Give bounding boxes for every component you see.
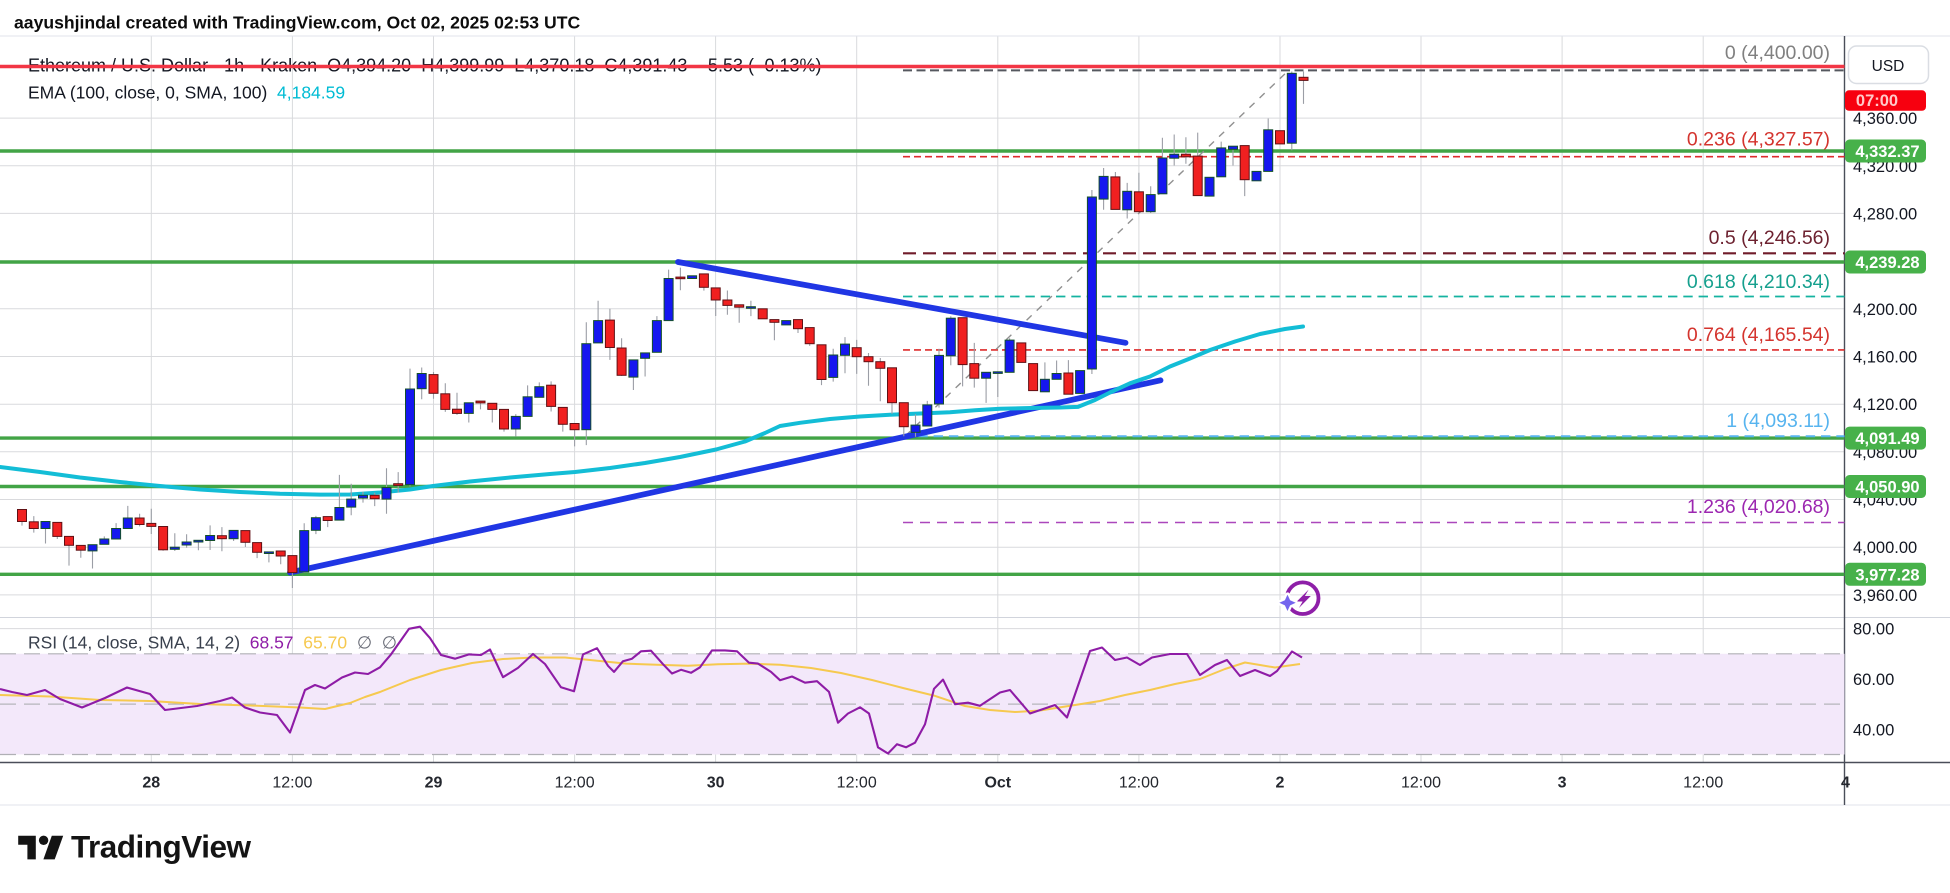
svg-text:0.764 (4,165.54): 0.764 (4,165.54) xyxy=(1687,324,1830,346)
svg-text:12:00: 12:00 xyxy=(1683,775,1723,792)
svg-text:4,239.28: 4,239.28 xyxy=(1855,254,1919,272)
svg-text:12:00: 12:00 xyxy=(272,775,312,792)
svg-text:4,280.00: 4,280.00 xyxy=(1853,205,1917,223)
svg-text:4: 4 xyxy=(1841,775,1850,792)
svg-text:4,332.37: 4,332.37 xyxy=(1855,143,1919,161)
svg-text:3: 3 xyxy=(1558,775,1567,792)
svg-text:4,091.49: 4,091.49 xyxy=(1855,430,1919,448)
svg-text:0.618 (4,210.34): 0.618 (4,210.34) xyxy=(1687,271,1830,293)
svg-text:aayushjindal created with Trad: aayushjindal created with TradingView.co… xyxy=(14,13,580,33)
svg-text:4,050.90: 4,050.90 xyxy=(1855,479,1919,497)
svg-text:USD: USD xyxy=(1872,58,1905,75)
svg-text:0 (4,400.00): 0 (4,400.00) xyxy=(1725,42,1830,64)
svg-text:4,000.00: 4,000.00 xyxy=(1853,539,1917,557)
svg-text:29: 29 xyxy=(425,775,443,792)
svg-text:30: 30 xyxy=(707,775,725,792)
svg-text:1.236 (4,020.68): 1.236 (4,020.68) xyxy=(1687,496,1830,518)
svg-text:12:00: 12:00 xyxy=(1119,775,1159,792)
svg-text:2: 2 xyxy=(1276,775,1285,792)
svg-text:0.236 (4,327.57): 0.236 (4,327.57) xyxy=(1687,129,1830,151)
svg-text:1 (4,093.11): 1 (4,093.11) xyxy=(1726,410,1830,432)
svg-text:3,960.00: 3,960.00 xyxy=(1853,587,1917,605)
svg-text:RSI (14, close, SMA, 14, 2) 6: RSI (14, close, SMA, 14, 2) 68.57 65.70 … xyxy=(28,633,397,653)
svg-text:12:00: 12:00 xyxy=(837,775,877,792)
svg-text:12:00: 12:00 xyxy=(555,775,595,792)
svg-text:4,160.00: 4,160.00 xyxy=(1853,349,1917,367)
svg-text:4,200.00: 4,200.00 xyxy=(1853,301,1917,319)
svg-text:07:00: 07:00 xyxy=(1856,92,1898,110)
svg-text:12:00: 12:00 xyxy=(1401,775,1441,792)
svg-text:0.5 (4,246.56): 0.5 (4,246.56) xyxy=(1709,227,1830,249)
svg-text:40.00: 40.00 xyxy=(1853,721,1894,739)
svg-text:28: 28 xyxy=(142,775,160,792)
svg-text:EMA (100, close, 0, SMA, 100): EMA (100, close, 0, SMA, 100) 4,184.59 xyxy=(28,83,345,103)
svg-text:TradingView: TradingView xyxy=(71,829,251,865)
svg-text:Oct: Oct xyxy=(984,775,1011,792)
svg-text:4,360.00: 4,360.00 xyxy=(1853,110,1917,128)
svg-text:60.00: 60.00 xyxy=(1853,671,1894,689)
svg-text:3,977.28: 3,977.28 xyxy=(1855,566,1919,584)
svg-text:4,120.00: 4,120.00 xyxy=(1853,396,1917,414)
svg-text:80.00: 80.00 xyxy=(1853,621,1894,639)
